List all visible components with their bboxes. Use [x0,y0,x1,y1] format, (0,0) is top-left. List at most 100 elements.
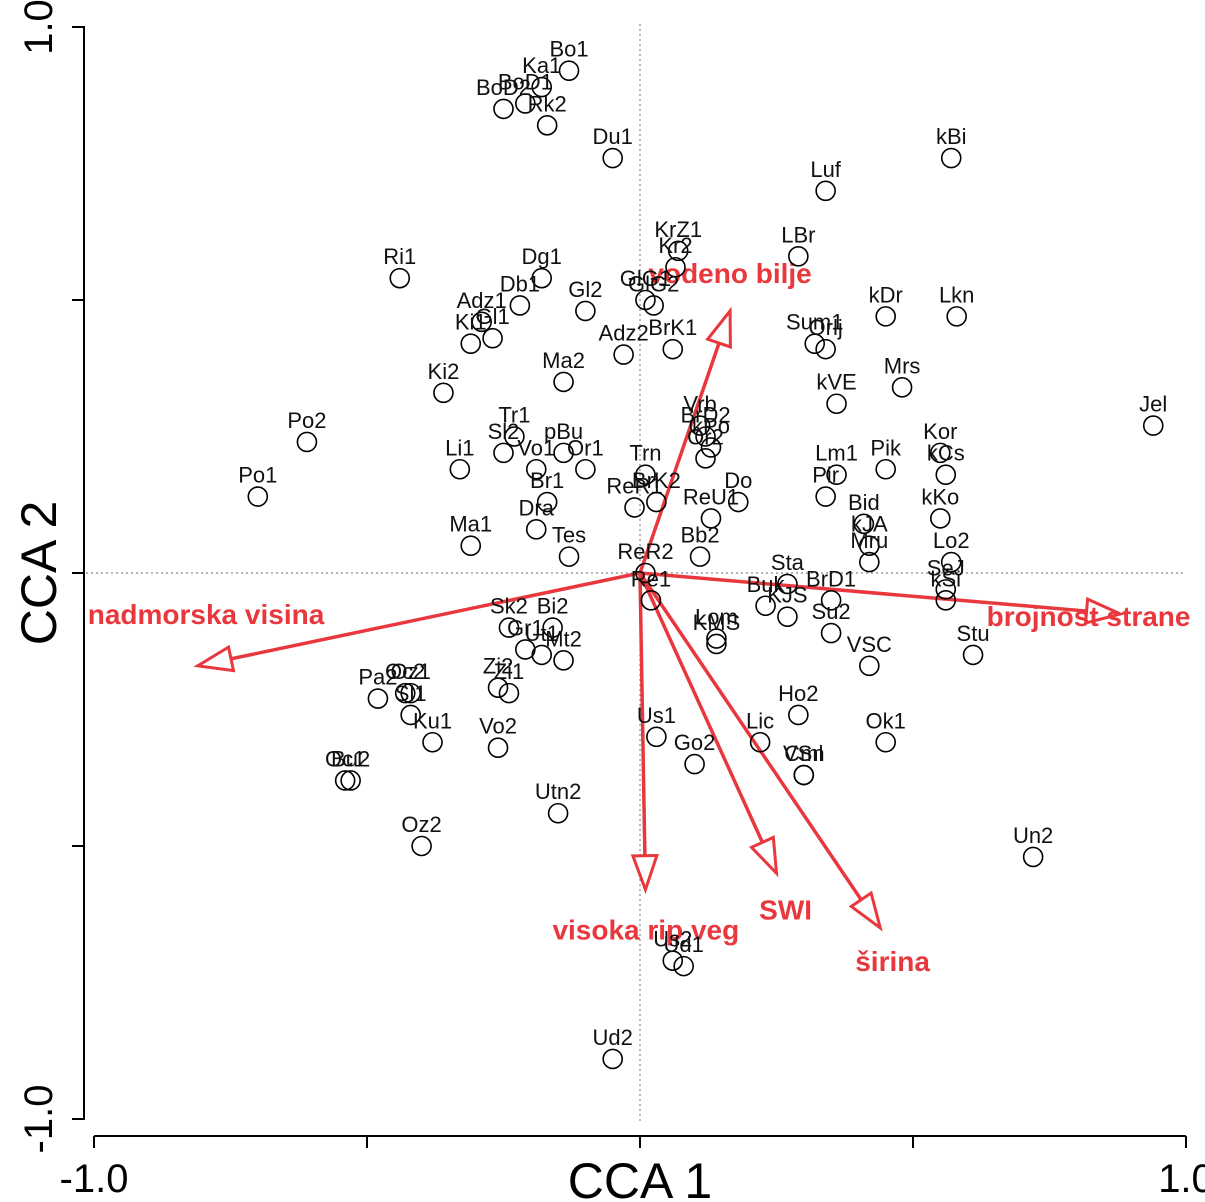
site-label: kCs [927,441,965,466]
site-marker [482,327,503,349]
site-label: Db1 [500,271,540,296]
site-Lic: Lic [746,708,774,753]
site-Sl2: Sl2 [488,419,520,464]
site-Jel: Jel [1139,392,1167,436]
site-marker [875,458,897,480]
site-Ri1: Ri1 [383,244,416,289]
site-Go2: Go2 [674,730,715,775]
site-label: kBi [936,124,967,149]
site-BrD2: BrD2 [680,403,731,447]
site-Ki2: Ki2 [428,359,459,404]
site-Vo1: Vo1 [517,435,555,480]
site-label: Kor [923,419,957,444]
site-ReR1: ReR1 [606,473,663,518]
vector-arrowhead [848,890,883,932]
site-Po2: Po2 [287,408,327,453]
site-label: kPo [692,413,730,438]
site-marker [662,950,684,971]
site-marker [367,688,389,709]
site-label: Oc1 [325,746,365,771]
site-Ma2: Ma2 [542,348,585,393]
site-marker [531,644,553,666]
site-label: Du1 [593,124,633,149]
x-axis-title: CCA 1 [568,1153,713,1202]
site-label: Mru [850,528,888,553]
site-Ud2: Ud2 [593,1025,633,1070]
site-label: Ut1 [525,621,559,646]
site-label: Vo1 [517,435,555,460]
site-marker [853,513,875,535]
site-marker [536,491,558,513]
site-Trn: Trn [629,441,662,486]
site-label: Ud2 [593,1025,633,1050]
site-Bo1: Bo1 [549,37,589,81]
y-tick-label: -1.0 [17,1085,61,1154]
site-label: Sl2 [488,419,520,444]
vector-arrowhead [193,644,236,673]
site-marker [875,306,897,327]
site-marker [935,464,957,486]
vector-label: vodeno bilje [648,258,811,289]
site-Oz1: Oz1 [391,659,431,704]
site-marker [613,344,634,365]
site-Db1: Db1 [500,271,540,316]
site-label: Orlj [809,315,843,340]
site-marker [493,98,514,120]
site-Luf: Luf [810,157,842,202]
site-Mru: Mru [850,528,888,573]
site-Ud1: Ud1 [664,932,704,977]
vector-širina: širina [638,572,930,977]
site-Bi2: Bi2 [537,594,569,638]
site-Bu2: Bu2 [331,746,370,791]
site-marker [296,431,318,453]
site-label: Sta [771,550,805,575]
site-marker [777,573,798,595]
site-Adz1: Adz1 [457,288,507,333]
site-Pa2: Pa2 [358,665,397,709]
site-Mrs: Mrs [884,353,920,398]
site-label: Luf [810,157,841,182]
site-Re1: Re1 [631,566,671,611]
site-label: Sum1 [786,310,843,335]
vector-label: SWI [759,895,812,926]
vector-shaft [230,571,641,661]
site-marker [820,589,842,611]
site-marker [602,147,624,169]
site-label: Bi2 [537,594,569,619]
site-label: Lic [746,708,774,733]
site-label: Lm1 [815,441,858,466]
site-KJS: KJS [767,583,808,627]
site-Ma1: Ma1 [449,512,492,557]
site-label: Us1 [637,703,676,728]
site-marker [788,246,809,267]
site-label: Gr1 [507,615,544,640]
site-label: BrD1 [806,566,856,591]
site-BoD1: BoD1 [498,69,553,114]
site-label: KMS [693,610,741,635]
site-Vo2: Vo2 [479,714,517,759]
site-Sum1: Sum1 [786,310,843,354]
site-marker [400,704,421,726]
site-marker [929,442,951,464]
site-label: Bid [848,490,880,515]
site-Li1: Li1 [445,435,474,480]
site-marker [247,486,269,507]
site-marker [624,497,645,518]
site-label: Ku1 [413,708,452,733]
site-label: Un2 [1013,823,1053,848]
site-marker [389,267,411,289]
site-label: Ho2 [778,681,818,706]
site-marker [962,644,984,666]
site-marker [935,579,957,600]
site-label: kKo [921,484,959,509]
vector-arrowhead [748,835,779,878]
site-label: Dra [519,495,555,520]
site-marker [727,491,749,513]
site-marker [755,595,776,617]
site-label: GlG1 [620,266,671,291]
site-Rk2: Rk2 [528,91,567,136]
site-label: Pik [870,435,902,460]
site-marker [859,535,880,557]
site-marker [493,442,514,464]
site-Gl2: Gl2 [568,277,603,322]
